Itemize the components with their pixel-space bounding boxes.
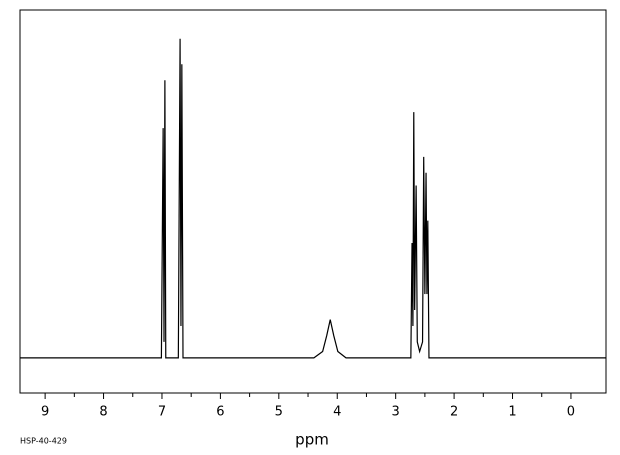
x-tick-label: 2 [450,405,458,420]
x-tick-label: 0 [567,405,575,420]
x-tick-label: 8 [99,405,107,420]
x-tick-label: 7 [158,405,166,420]
x-tick-label: 4 [333,405,341,420]
x-tick-label: 5 [275,405,283,420]
x-tick-label: 1 [508,405,516,420]
x-tick-label: 3 [392,405,400,420]
plot-frame [19,9,607,394]
footnote: HSP-40-429 [20,437,67,446]
x-tick-label: 6 [216,405,224,420]
x-axis-label: ppm [295,431,329,449]
x-tick-label: 9 [41,405,49,420]
spectrum-line [20,38,606,359]
